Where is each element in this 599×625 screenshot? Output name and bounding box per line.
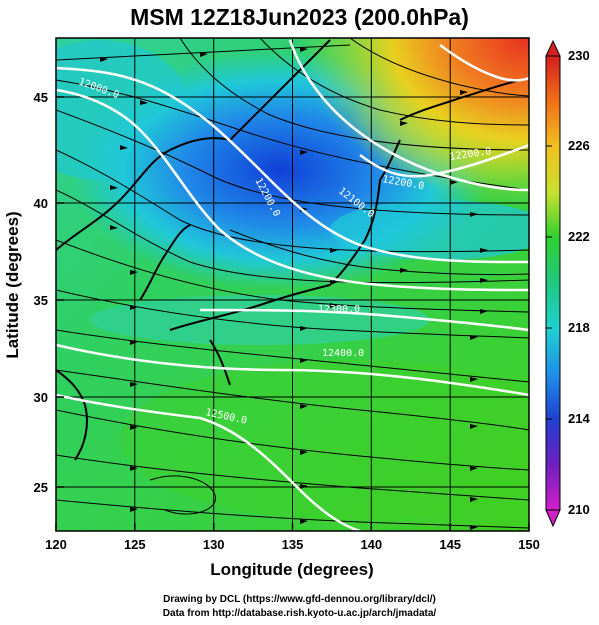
colorbar: 230 226 222 218 214 210 <box>545 39 590 528</box>
y-tick-label: 45 <box>34 90 48 105</box>
colorbar-scale <box>545 55 561 511</box>
coastlines <box>56 39 521 461</box>
y-tick-label: 40 <box>34 196 48 211</box>
x-tick-label: 140 <box>360 537 382 552</box>
y-axis-title: Latitude (degrees) <box>3 211 22 358</box>
colorbar-bottom-arrow <box>545 509 561 528</box>
height-contours <box>56 39 529 531</box>
x-tick-marks <box>55 96 530 531</box>
x-tick-label: 130 <box>203 537 225 552</box>
wind-arrowheads <box>100 47 488 530</box>
colorbar-label: 218 <box>568 320 590 335</box>
credit-drawing: Drawing by DCL (https://www.gfd-dennou.o… <box>163 594 436 605</box>
contour-label: 12400.0 <box>322 348 364 359</box>
temperature-field <box>56 38 529 531</box>
colorbar-top-arrow <box>545 39 561 57</box>
y-tick-label: 35 <box>34 293 48 308</box>
colorbar-label: 226 <box>568 138 590 153</box>
colorbar-label: 214 <box>568 411 590 426</box>
x-tick-label: 150 <box>518 537 540 552</box>
x-axis-title: Longitude (degrees) <box>210 560 373 579</box>
colorbar-label: 230 <box>568 48 590 63</box>
map-title: MSM 12Z18Jun2023 (200.0hPa) <box>130 4 469 30</box>
x-tick-label: 125 <box>124 537 146 552</box>
y-tick-label: 30 <box>34 390 48 405</box>
x-tick-label: 120 <box>45 537 67 552</box>
colorbar-label: 222 <box>568 229 590 244</box>
contour-label: 12300.0 <box>318 304 360 315</box>
y-tick-label: 25 <box>34 480 48 495</box>
credit-data: Data from http://database.rish.kyoto-u.a… <box>162 608 437 619</box>
x-tick-label: 145 <box>439 537 461 552</box>
x-tick-label: 135 <box>282 537 304 552</box>
colorbar-label: 210 <box>568 502 590 517</box>
